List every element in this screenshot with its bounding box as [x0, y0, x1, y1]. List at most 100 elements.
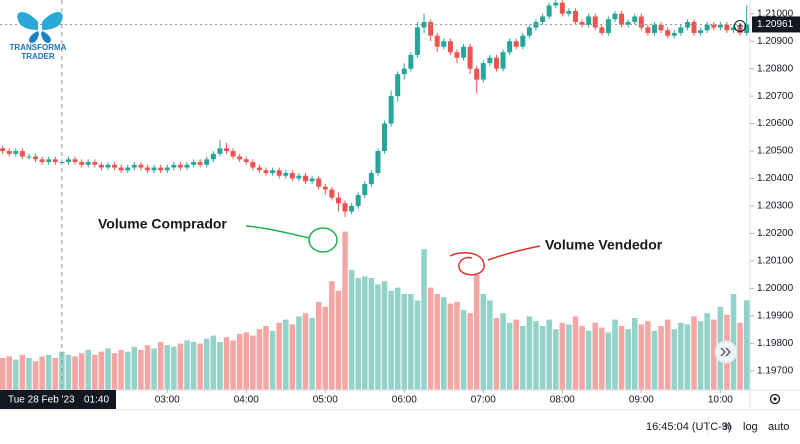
volume-bar: [184, 340, 190, 390]
auto-toggle[interactable]: auto: [768, 421, 789, 433]
candle-body: [480, 63, 486, 80]
candle-body: [250, 162, 256, 168]
logo: TRANSFORMA TRADER: [10, 12, 67, 61]
candle-body: [546, 5, 552, 17]
x-tick-label: 06:00: [392, 395, 417, 406]
candle-body: [46, 159, 52, 163]
volume-bar: [645, 321, 651, 390]
add-button[interactable]: [734, 20, 746, 32]
volume-bar: [157, 342, 164, 390]
volume-bar: [394, 287, 401, 390]
volume-bar: [375, 284, 381, 390]
candle-body: [362, 184, 368, 195]
percent-toggle[interactable]: %: [722, 421, 732, 433]
volume-bar: [348, 270, 355, 390]
volume-bar: [26, 358, 32, 390]
settings-button[interactable]: [769, 393, 781, 405]
volume-bar: [434, 294, 440, 390]
candle-body: [26, 156, 32, 158]
candle-body: [105, 164, 111, 168]
candle-body: [401, 68, 407, 75]
clock: 16:45:04 (UTC-3): [646, 421, 732, 433]
volume-bar: [13, 359, 19, 390]
y-tick-label: 1.20800: [757, 63, 794, 74]
candle-body: [421, 21, 427, 28]
y-tick-label: 1.20300: [757, 201, 794, 212]
candle-body: [177, 164, 183, 168]
candle-body: [184, 164, 190, 168]
volume-bar: [250, 335, 256, 390]
volume-bar: [473, 274, 480, 390]
y-tick-label: 1.20500: [757, 146, 794, 157]
y-tick-label: 1.19800: [757, 338, 794, 349]
volume-bar: [164, 345, 171, 390]
candle-body: [263, 170, 269, 174]
candle-body: [342, 203, 348, 212]
volume-bar: [520, 326, 526, 390]
volume-bar: [302, 313, 309, 390]
candle-body: [158, 167, 164, 171]
candle-body: [467, 46, 473, 69]
candle-body: [684, 21, 690, 28]
volume-bar: [651, 330, 658, 390]
candle-body: [540, 16, 546, 22]
candle-body: [85, 162, 91, 165]
volume-bar: [19, 354, 26, 390]
volume-bar: [197, 343, 203, 390]
candle-body: [112, 164, 118, 168]
candle-body: [210, 153, 216, 160]
volume-bar: [559, 322, 566, 390]
volume-bar: [315, 302, 322, 390]
volume-bar: [335, 290, 342, 390]
volume-bar: [32, 361, 39, 390]
volume-bar: [190, 342, 197, 390]
candle-body: [349, 205, 355, 212]
candle-body: [388, 96, 394, 124]
logo-wing: [29, 31, 39, 43]
volume-bar: [210, 335, 217, 390]
volume-bar: [124, 351, 131, 390]
candle-body: [632, 16, 638, 22]
x-tick-label: 10:00: [708, 395, 733, 406]
volume-bar: [625, 329, 631, 390]
scroll-button[interactable]: [714, 340, 738, 364]
volume-bar: [612, 319, 618, 390]
volume-bar: [52, 358, 59, 390]
candle-body: [665, 30, 671, 36]
volume-bar: [546, 319, 552, 390]
volume-bar: [506, 322, 513, 390]
candle-body: [204, 159, 210, 165]
x-tick-label: 07:00: [471, 395, 496, 406]
candle-body: [434, 35, 440, 47]
logo-wing: [42, 12, 63, 30]
volume-bar: [92, 354, 98, 390]
candle-body: [513, 41, 519, 47]
candle-body: [355, 195, 361, 206]
volume-bar: [223, 337, 230, 390]
y-tick-label: 1.19900: [757, 310, 794, 321]
volume-bar: [697, 321, 704, 390]
candle-body: [72, 159, 78, 163]
volume-bar: [566, 324, 572, 390]
log-toggle[interactable]: log: [743, 421, 758, 433]
candle-body: [526, 27, 532, 36]
candle-body: [408, 54, 414, 69]
candle-body: [599, 27, 605, 33]
candle-body: [493, 57, 499, 69]
price-label-box: [752, 16, 800, 33]
annotation-buy: Volume Comprador: [98, 216, 227, 232]
add-icon: [737, 23, 743, 29]
candle-body: [698, 30, 704, 33]
volume-bar: [98, 351, 105, 390]
x-tick-label: 05:00: [313, 395, 338, 406]
logo-text: TRANSFORMA: [10, 43, 67, 52]
annotations: Volume Comprador Volume Vendedor: [98, 216, 663, 276]
volume-bar: [230, 340, 236, 390]
candle-body: [414, 27, 420, 55]
candle-body: [658, 24, 664, 31]
volume-bar: [283, 319, 289, 390]
candle-body: [461, 46, 467, 58]
volume-bar: [664, 319, 671, 390]
